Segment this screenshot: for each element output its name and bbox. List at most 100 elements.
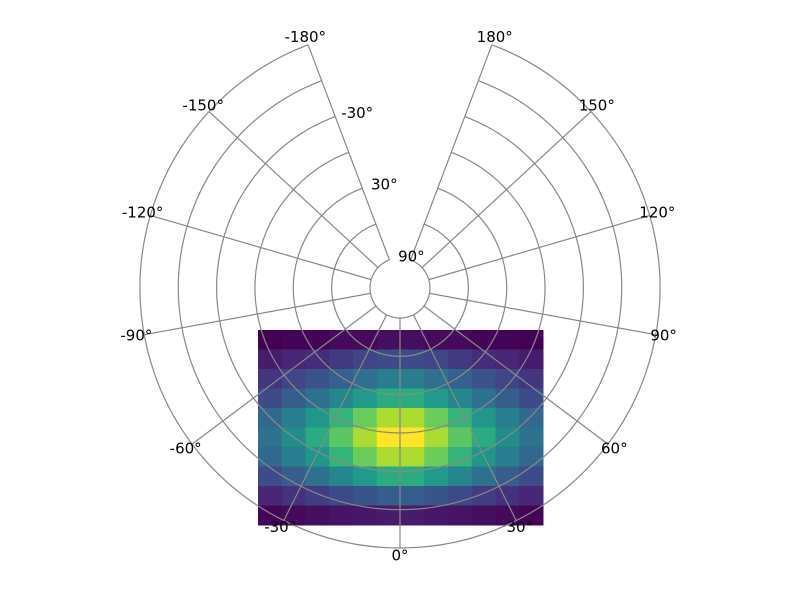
lat-label: 30°	[371, 176, 398, 194]
lon-label: 150°	[579, 97, 615, 115]
heat-cell	[448, 427, 473, 448]
heat-cell	[448, 369, 473, 389]
meridian	[150, 214, 372, 281]
heat-cell	[376, 427, 401, 448]
heat-cell	[258, 447, 283, 467]
heat-cell	[329, 369, 354, 389]
heat-cell	[258, 330, 283, 350]
meridian	[208, 111, 379, 269]
heat-cell	[471, 505, 496, 526]
heat-cell	[424, 466, 449, 487]
lon-label: -150°	[182, 97, 224, 115]
heat-cell	[448, 388, 473, 409]
heat-cell	[258, 369, 283, 389]
lon-label: 0°	[391, 547, 408, 565]
heat-cell	[519, 349, 544, 370]
heat-cell	[448, 505, 473, 526]
heat-cell	[519, 427, 544, 448]
lat-label: -30°	[341, 104, 373, 122]
heat-cell	[471, 369, 496, 389]
lon-label: 90°	[650, 327, 677, 345]
lon-label: 120°	[639, 204, 675, 222]
heat-cell	[329, 466, 354, 487]
heat-cell	[519, 408, 544, 428]
heat-cell	[281, 349, 306, 370]
heat-cell	[305, 466, 330, 487]
heat-cell	[376, 466, 401, 487]
heat-cell	[400, 408, 425, 428]
heat-cell	[495, 466, 520, 487]
heat-cell	[519, 388, 544, 409]
heat-cell	[281, 505, 306, 526]
heat-cell	[519, 447, 544, 467]
heat-cell	[424, 408, 449, 428]
heat-cell	[400, 466, 425, 487]
heat-cell	[281, 466, 306, 487]
heat-cell	[495, 330, 520, 350]
heat-cell	[258, 505, 283, 526]
heat-cell	[353, 427, 378, 448]
heat-cell	[424, 505, 449, 526]
heat-cell	[448, 447, 473, 467]
heat-cell	[258, 427, 283, 448]
meridian	[144, 292, 371, 336]
heat-cell	[400, 330, 425, 350]
lon-label: -180°	[284, 28, 326, 46]
lon-label: 180°	[477, 28, 513, 46]
heat-cell	[495, 505, 520, 526]
heat-cell	[305, 369, 330, 389]
heat-cell	[281, 486, 306, 506]
heat-cell	[376, 486, 401, 506]
heat-cell	[448, 330, 473, 350]
lon-label: 30°	[506, 518, 533, 536]
heat-cell	[305, 427, 330, 448]
heat-cell	[519, 330, 544, 350]
lon-label: -60°	[170, 439, 202, 457]
heat-cell	[329, 408, 354, 428]
heat-cell	[305, 349, 330, 370]
heat-cell	[495, 388, 520, 409]
heat-cell	[281, 388, 306, 409]
heat-cell	[400, 505, 425, 526]
heat-cell	[329, 427, 354, 448]
meridian	[283, 314, 388, 521]
heat-cell	[471, 466, 496, 487]
heat-cell	[258, 486, 283, 506]
heat-cell	[353, 447, 378, 467]
heat-cell	[281, 330, 306, 350]
heat-cell	[353, 349, 378, 370]
heat-cell	[258, 466, 283, 487]
lat-label: 90°	[398, 247, 425, 265]
heat-cell	[448, 349, 473, 370]
ring	[139, 44, 661, 549]
heat-cell	[281, 408, 306, 428]
heat-cell	[448, 486, 473, 506]
heat-cell	[329, 486, 354, 506]
heat-cell	[448, 466, 473, 487]
heat-cell	[471, 408, 496, 428]
heat-cell	[519, 505, 544, 526]
meridian	[429, 292, 656, 336]
heat-cell	[471, 427, 496, 448]
meridian	[423, 305, 609, 445]
heat-cell	[400, 349, 425, 370]
heat-cell	[305, 505, 330, 526]
heat-cell	[400, 427, 425, 448]
meridian	[412, 314, 517, 521]
heat-cell	[305, 408, 330, 428]
heat-cell	[424, 330, 449, 350]
heat-cell	[258, 388, 283, 409]
heat-cell	[376, 447, 401, 467]
heat-cell	[329, 349, 354, 370]
heat-cell	[353, 505, 378, 526]
heat-cell	[329, 330, 354, 350]
lon-label: -120°	[122, 204, 164, 222]
heat-cell	[471, 388, 496, 409]
heat-cell	[376, 330, 401, 350]
meridian	[421, 111, 592, 269]
meridian	[307, 44, 390, 261]
lon-label: -90°	[120, 327, 152, 345]
heat-cell	[495, 447, 520, 467]
